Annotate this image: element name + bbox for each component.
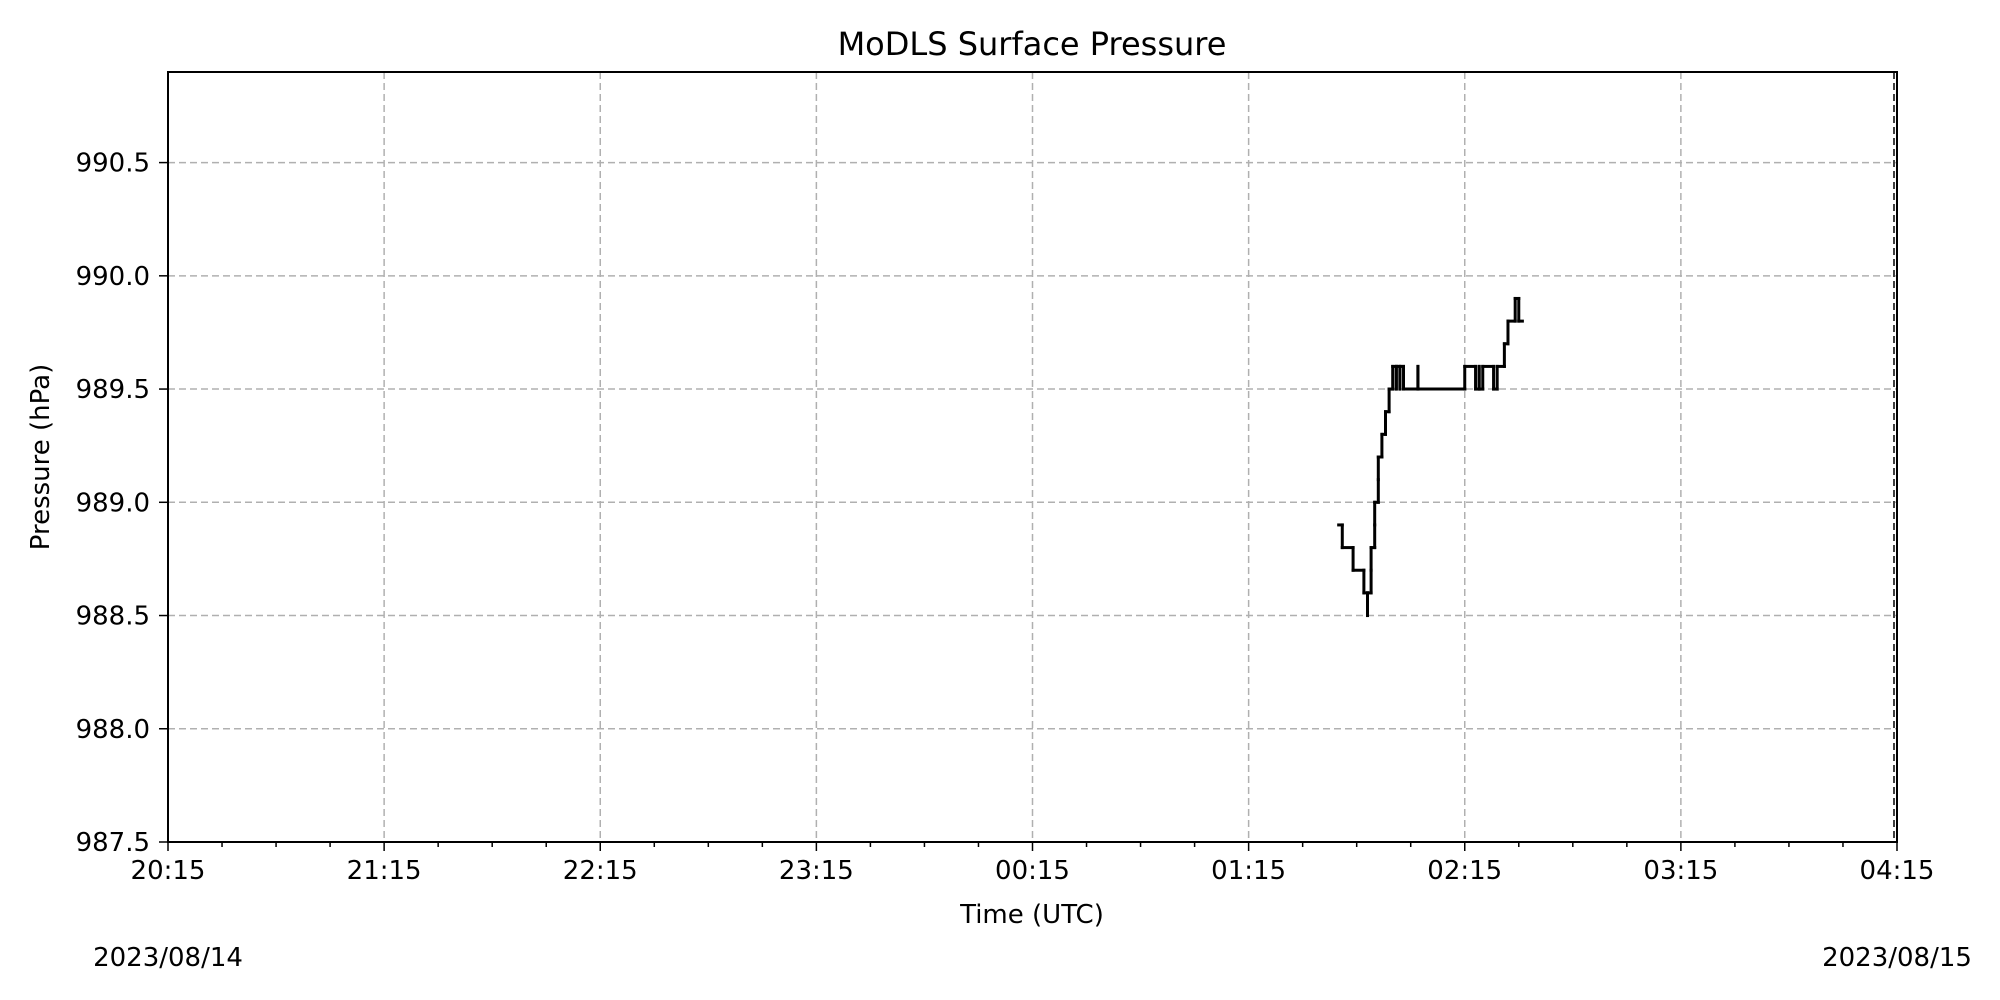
x-tick-label: 00:15: [995, 856, 1070, 886]
x-tick-label: 20:15: [131, 856, 206, 886]
data-series: [1337, 296, 1524, 618]
y-tick-label: 989.5: [76, 375, 150, 405]
x-tick-label: 23:15: [779, 856, 854, 886]
y-tick-label: 989.0: [76, 488, 150, 518]
start-date-label: 2023/08/14: [93, 943, 243, 973]
chart-text: MoDLS Surface Pressure Time (UTC) Pressu…: [26, 25, 1972, 973]
y-axis-label: Pressure (hPa): [26, 364, 56, 551]
end-date-label: 2023/08/15: [1822, 943, 1972, 973]
x-tick-label: 22:15: [563, 856, 638, 886]
x-tick-label: 01:15: [1211, 856, 1286, 886]
y-tick-label: 990.5: [76, 149, 150, 179]
chart-title: MoDLS Surface Pressure: [838, 25, 1227, 63]
x-tick-label: 21:15: [347, 856, 422, 886]
x-axis-label: Time (UTC): [959, 900, 1104, 930]
y-tick-label: 990.0: [76, 262, 150, 292]
x-tick-label: 03:15: [1643, 856, 1718, 886]
grid-lines: [168, 72, 1897, 842]
x-tick-label: 02:15: [1427, 856, 1502, 886]
x-tick-label: 04:15: [1860, 856, 1935, 886]
y-tick-label: 988.0: [76, 715, 150, 745]
y-tick-label: 988.5: [76, 602, 150, 632]
y-tick-label: 987.5: [76, 828, 150, 858]
axes: 20:15 21:15 22:15 23:15 00:15 01:15 02:15 03:15…: [76, 71, 1935, 886]
